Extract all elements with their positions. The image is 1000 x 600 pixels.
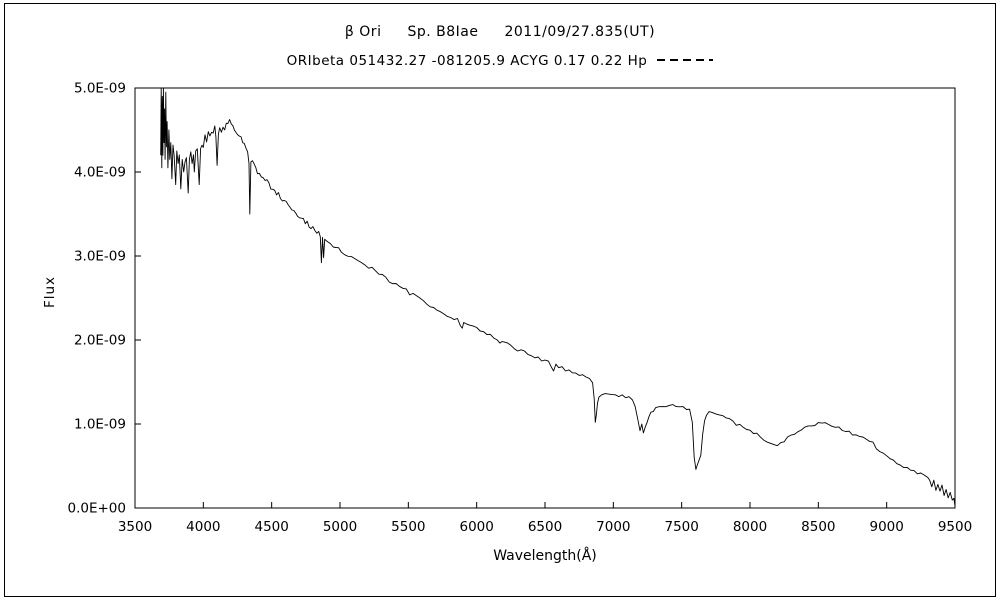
x-tick-label: 4500 <box>254 519 288 535</box>
chart-title: β Ori Sp. B8Iae 2011/09/27.835(UT) <box>0 24 1000 40</box>
title-star-name: β Ori <box>344 24 382 40</box>
x-tick-label: 5000 <box>323 519 357 535</box>
x-tick-label: 5500 <box>391 519 425 535</box>
x-tick-label: 8500 <box>801 519 835 535</box>
y-tick-label: 3.0E-09 <box>74 249 126 265</box>
y-tick-label: 2.0E-09 <box>74 333 126 349</box>
x-tick-label: 7000 <box>596 519 630 535</box>
x-axis-title: Wavelength(Å) <box>493 548 597 564</box>
legend-dashed-line <box>657 59 714 61</box>
y-tick-label: 4.0E-09 <box>74 165 126 181</box>
legend-text: ORIbeta 051432.27 -081205.9 ACYG 0.17 0.… <box>286 53 648 69</box>
x-tick-label: 3500 <box>118 519 152 535</box>
plot-frame <box>134 87 956 509</box>
title-spectral-type: Sp. B8Iae <box>407 24 479 40</box>
x-tick-label: 6500 <box>528 519 562 535</box>
x-tick-label: 8000 <box>733 519 767 535</box>
y-tick-label: 5.0E-09 <box>74 81 126 97</box>
y-tick-label: 0.0E+00 <box>68 501 127 517</box>
chart-subtitle: ORIbeta 051432.27 -081205.9 ACYG 0.17 0.… <box>0 53 1000 69</box>
x-tick-label: 4000 <box>186 519 220 535</box>
x-tick-label: 9000 <box>869 519 903 535</box>
x-tick-label: 6000 <box>459 519 493 535</box>
x-tick-label: 9500 <box>938 519 972 535</box>
x-tick-label: 7500 <box>664 519 698 535</box>
title-observation-date: 2011/09/27.835(UT) <box>504 24 656 40</box>
spectrum-line <box>160 87 955 507</box>
y-tick-label: 1.0E-09 <box>74 417 126 433</box>
